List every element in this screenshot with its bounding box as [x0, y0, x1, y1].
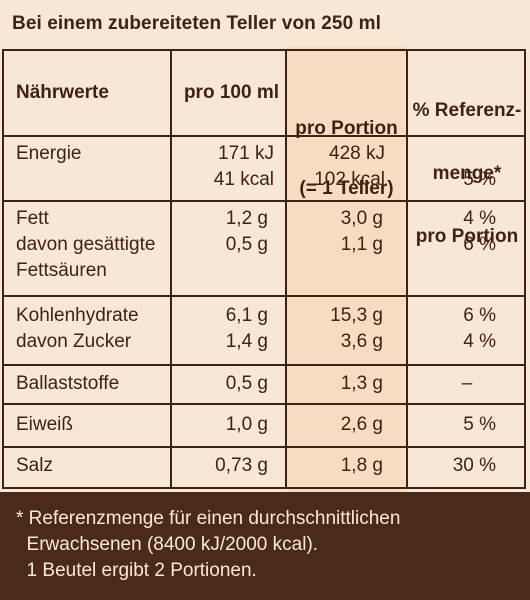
value-per-100ml: 1,4 g — [225, 331, 268, 352]
footnote-line: * Referenzmenge für einen durchschnittli… — [16, 508, 401, 529]
column-header-per-100ml: pro 100 ml — [183, 82, 279, 103]
value-reference: 4 % — [463, 331, 496, 352]
nutrient-name: davon gesättigte — [16, 234, 156, 255]
column-divider — [406, 49, 408, 489]
value-per-portion: 102 kcal — [314, 169, 385, 190]
per-portion-column-shade — [286, 47, 407, 492]
value-per-portion: 1,8 g — [340, 455, 383, 476]
row-divider — [2, 200, 526, 202]
value-reference: 6 % — [463, 305, 496, 326]
value-reference: 5 % — [463, 414, 496, 435]
nutrient-name: Kohlenhydrate — [16, 305, 139, 326]
value-per-portion: 3,6 g — [340, 331, 383, 352]
value-per-100ml: 6,1 g — [225, 305, 268, 326]
value-per-100ml: 1,0 g — [225, 414, 268, 435]
column-divider — [285, 49, 287, 489]
column-header-reference-line1: % Referenz- — [412, 100, 522, 121]
row-divider — [2, 403, 526, 405]
value-per-portion: 428 kJ — [329, 143, 385, 164]
column-header-per-portion-line2: (= 1 Teller) — [299, 178, 394, 199]
value-reference: – — [461, 373, 473, 394]
column-header-reference-line3: pro Portion — [415, 226, 519, 247]
value-per-100ml: 0,5 g — [225, 373, 268, 394]
value-per-100ml: 41 kcal — [213, 169, 274, 190]
nutrient-name: davon Zucker — [16, 331, 132, 352]
value-per-portion: 1,3 g — [340, 373, 383, 394]
value-reference: 30 % — [452, 455, 496, 476]
value-per-100ml: 171 kJ — [218, 143, 274, 164]
value-per-100ml: 1,2 g — [225, 208, 268, 229]
nutrient-name: Ballaststoffe — [16, 373, 120, 394]
value-per-100ml: 0,5 g — [225, 234, 268, 255]
nutrition-table-background — [0, 47, 530, 492]
value-per-portion: 3,0 g — [340, 208, 383, 229]
column-header-reference: % Referenz- menge* pro Portion — [408, 58, 526, 289]
value-per-portion: 15,3 g — [330, 305, 383, 326]
value-reference: 6 % — [463, 234, 496, 255]
column-header-per-portion-line1: pro Portion — [295, 118, 398, 139]
nutrient-name: Eiweiß — [16, 414, 74, 435]
nutrient-name: Fett — [16, 208, 49, 229]
value-per-portion: 2,6 g — [340, 414, 383, 435]
footnote: * Referenzmenge für einen durchschnittli… — [0, 492, 530, 600]
column-header-reference-line2: menge* — [432, 163, 502, 184]
row-divider — [2, 446, 526, 448]
footnote-line: Erwachsenen (8400 kJ/2000 kcal). — [16, 534, 319, 555]
serving-header: Bei einem zubereiteten Teller von 250 ml — [0, 0, 530, 47]
row-divider — [2, 364, 526, 366]
footnote-line: 1 Beutel ergibt 2 Portionen. — [16, 560, 257, 581]
nutrient-name: Salz — [16, 455, 53, 476]
value-reference: 5 % — [463, 169, 496, 190]
nutrition-table — [2, 49, 526, 489]
column-divider — [170, 49, 172, 489]
row-divider — [2, 135, 526, 137]
column-header-per-portion: pro Portion (= 1 Teller) — [287, 79, 406, 239]
value-reference: 4 % — [463, 208, 496, 229]
value-per-100ml: 0,73 g — [215, 455, 268, 476]
value-per-portion: 1,1 g — [340, 234, 383, 255]
column-header-nutrient: Nährwerte — [16, 82, 109, 103]
row-divider — [2, 295, 526, 297]
nutrient-name: Energie — [16, 143, 82, 164]
nutrient-name: Fettsäuren — [16, 260, 107, 281]
